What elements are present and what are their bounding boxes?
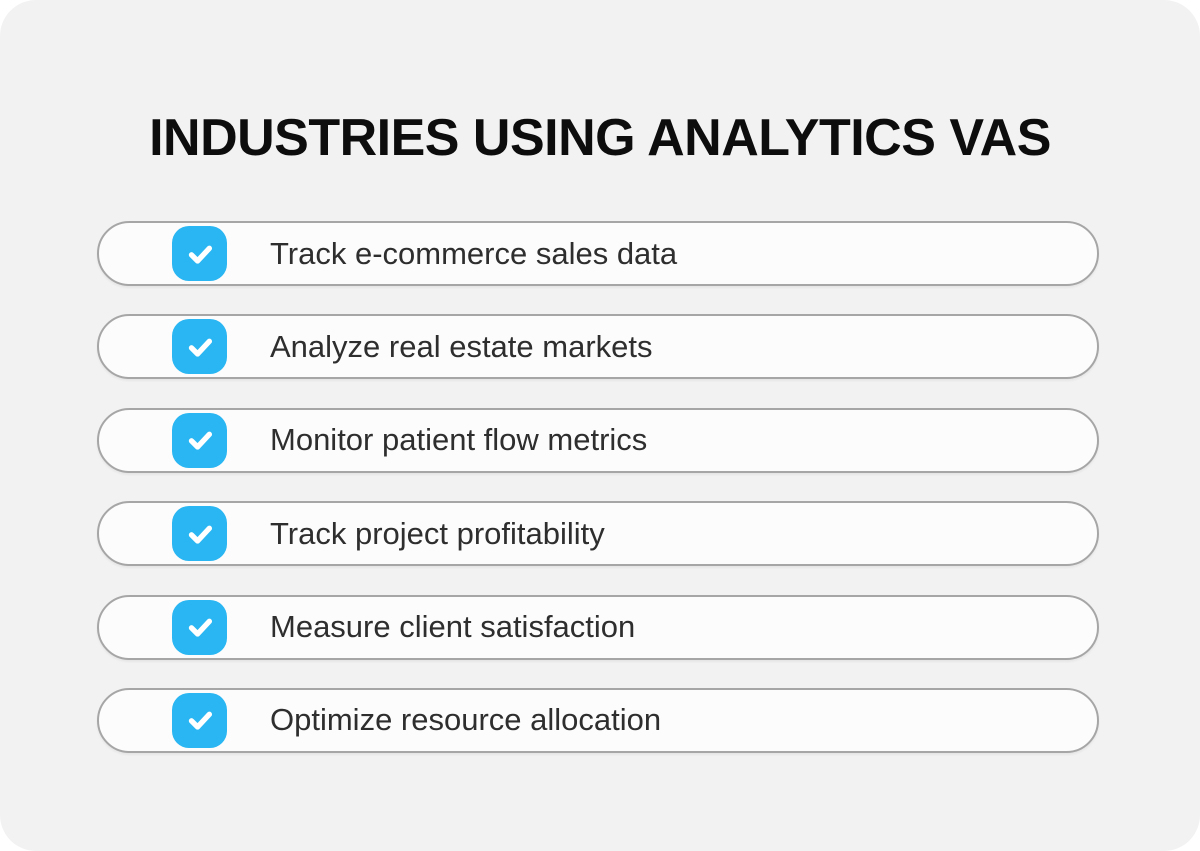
checklist-item-label: Track project profitability (270, 515, 605, 551)
checkmark-icon (172, 506, 227, 562)
checkmark-icon (172, 226, 227, 281)
checkmark-icon (172, 412, 227, 468)
checklist-item-patient-flow[interactable]: Monitor patient flow metrics (97, 407, 1099, 473)
page-title: INDUSTRIES USING ANALYTICS VAS (149, 109, 1051, 167)
checklist-item-ecommerce[interactable]: Track e-commerce sales data (97, 221, 1099, 286)
checklist-item-label: Optimize resource allocation (270, 702, 662, 738)
checklist-item-label: Track e-commerce sales data (270, 235, 678, 271)
checklist-item-label: Analyze real estate markets (270, 328, 653, 364)
checkmark-icon (172, 692, 227, 748)
checklist-item-resource-allocation[interactable]: Optimize resource allocation (97, 687, 1099, 753)
checklist-item-label: Monitor patient flow metrics (270, 422, 648, 458)
checklist: Track e-commerce sales data Analyze real… (97, 221, 1099, 753)
checkmark-icon (172, 599, 227, 655)
checkmark-icon (172, 319, 227, 375)
checklist-item-profitability[interactable]: Track project profitability (97, 501, 1099, 567)
checklist-item-satisfaction[interactable]: Measure client satisfaction (97, 594, 1099, 660)
checklist-item-real-estate[interactable]: Analyze real estate markets (97, 314, 1099, 380)
checklist-item-label: Measure client satisfaction (270, 609, 636, 645)
